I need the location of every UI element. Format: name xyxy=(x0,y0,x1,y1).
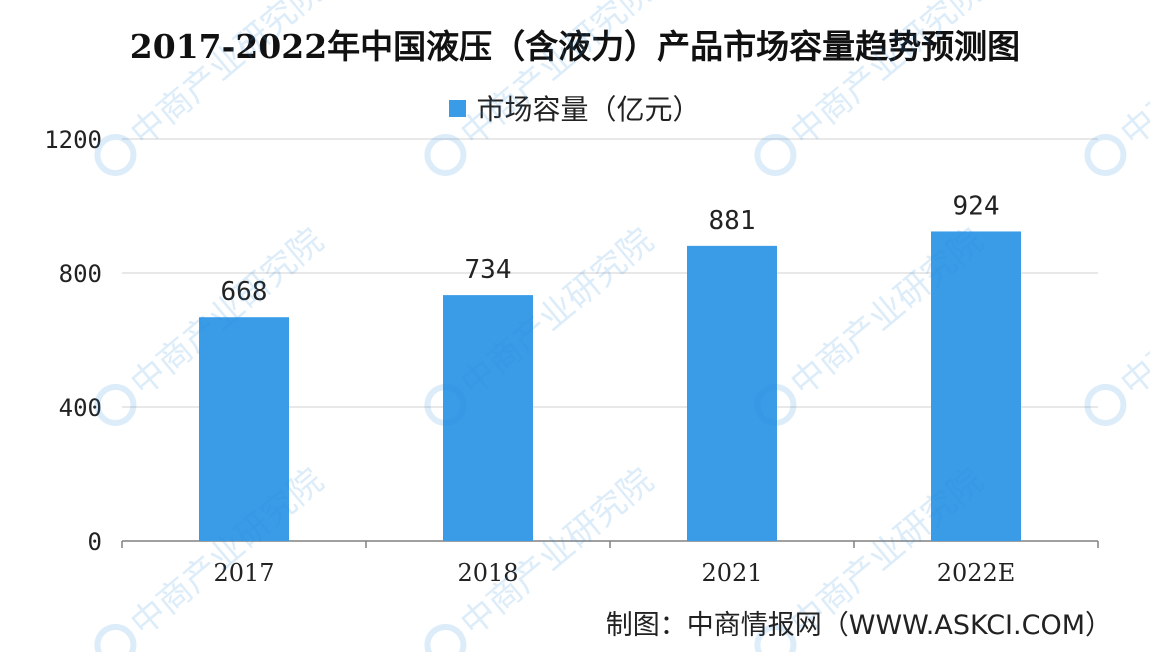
legend-swatch xyxy=(449,99,467,117)
data-label: 924 xyxy=(953,191,1000,221)
data-label: 668 xyxy=(221,277,268,307)
y-tick-label: 1200 xyxy=(44,126,102,154)
bar-2022E xyxy=(931,231,1021,541)
legend-label: 市场容量（亿元） xyxy=(476,93,701,126)
bar-2021 xyxy=(687,245,777,542)
x-tick-label: 2017 xyxy=(213,559,274,587)
y-tick-label: 800 xyxy=(59,260,102,288)
source-note: 制图：中商情报网（WWW.ASKCI.COM） xyxy=(605,610,1112,641)
bar-2017 xyxy=(199,317,289,541)
data-label: 734 xyxy=(465,255,512,285)
y-tick-label: 0 xyxy=(88,528,102,556)
legend: 市场容量（亿元） xyxy=(0,88,1150,128)
x-tick-label: 2018 xyxy=(457,559,518,587)
chart-title: 2017-2022年中国液压（含液力）产品市场容量趋势预测图 xyxy=(129,27,1021,66)
data-label: 881 xyxy=(709,206,756,236)
x-tick-label: 2022E xyxy=(937,559,1016,587)
x-tick-label: 2021 xyxy=(701,559,762,587)
bar-2018 xyxy=(443,295,533,541)
y-tick-label: 400 xyxy=(59,394,102,422)
